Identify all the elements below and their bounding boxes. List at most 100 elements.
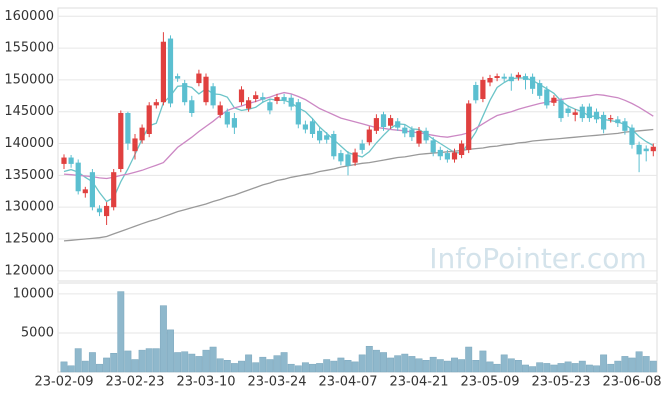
- candle-body: [572, 112, 578, 115]
- candle-body: [373, 118, 379, 131]
- volume-bar: [387, 357, 395, 373]
- candle-body: [508, 76, 514, 82]
- volume-bar: [159, 305, 167, 373]
- volume-bar: [110, 353, 118, 373]
- volume-bar: [223, 360, 231, 373]
- volume-bar: [259, 356, 267, 373]
- candle-body: [601, 114, 607, 130]
- candle-body: [487, 78, 493, 83]
- y-tick-label: 120000: [4, 263, 54, 278]
- volume-bar: [628, 357, 636, 373]
- volume-bar: [465, 346, 473, 373]
- volume-bar: [174, 352, 182, 373]
- volume-bar: [458, 359, 466, 373]
- volume-bar: [138, 349, 146, 373]
- volume-bar: [309, 363, 316, 373]
- candle-body: [501, 76, 507, 79]
- volume-bar: [124, 350, 132, 373]
- volume-bar: [614, 360, 622, 373]
- volume-bar: [621, 356, 629, 373]
- candle-body: [494, 76, 500, 78]
- candle-body: [260, 97, 266, 100]
- x-tick-label: 23-05-23: [531, 375, 590, 390]
- price-panel: [57, 7, 658, 282]
- candle-body: [402, 127, 408, 134]
- candle-body: [530, 76, 536, 89]
- candle-body: [82, 189, 88, 194]
- candle-body: [388, 118, 394, 126]
- volume-bar: [443, 360, 451, 373]
- volume-bar: [507, 358, 515, 373]
- volume-bar: [60, 361, 68, 373]
- candle-body: [643, 148, 649, 152]
- candle-body: [416, 130, 422, 144]
- volume-bar: [607, 363, 615, 373]
- volume-bar: [316, 363, 324, 373]
- candle-body: [160, 41, 166, 103]
- volume-bar: [536, 362, 544, 373]
- candle-body: [96, 208, 103, 213]
- candle-body: [111, 172, 117, 208]
- y-tick-label: 160000: [4, 9, 54, 24]
- volume-bar: [131, 359, 139, 373]
- candle-body: [473, 85, 479, 101]
- x-tick-label: 23-02-23: [105, 375, 164, 390]
- candle-body: [430, 140, 436, 153]
- volume-bar: [103, 357, 111, 373]
- volume-bar: [578, 360, 586, 373]
- y-tick-label: 140000: [4, 136, 54, 151]
- candle-body: [253, 95, 259, 99]
- volume-bar: [181, 351, 189, 373]
- volume-bar: [585, 364, 593, 373]
- volume-bar: [266, 359, 274, 373]
- volume-bar: [238, 360, 245, 373]
- volume-bar: [145, 348, 153, 373]
- volume-bar: [422, 360, 430, 373]
- candle-body: [423, 130, 429, 141]
- candle-body: [622, 121, 628, 131]
- volume-bar: [294, 365, 302, 373]
- candle-body: [444, 153, 450, 160]
- candle-body: [579, 106, 585, 119]
- volume-bar: [593, 365, 600, 373]
- volume-bar: [557, 363, 565, 373]
- volume-bar: [401, 353, 409, 373]
- x-tick-label: 23-04-21: [389, 375, 448, 390]
- volume-bar: [522, 364, 529, 373]
- y-tick-label: 125000: [4, 232, 54, 247]
- candle-body: [153, 102, 159, 106]
- candle-body: [317, 130, 323, 141]
- volume-bar: [195, 356, 203, 373]
- volume-bar: [564, 361, 572, 373]
- volume-bar: [493, 363, 501, 373]
- volume-bar: [358, 354, 366, 373]
- volume-bar: [209, 346, 217, 373]
- candle-body: [395, 121, 401, 128]
- candle-body: [295, 102, 301, 125]
- candle-body: [118, 113, 124, 169]
- y-tick-label: 10000: [13, 286, 54, 301]
- y-tick-label: 135000: [4, 168, 54, 183]
- candle-body: [352, 152, 358, 163]
- candle-body: [210, 86, 216, 106]
- volume-bar: [273, 355, 281, 373]
- candle-body: [366, 129, 372, 143]
- volume-bar: [514, 360, 522, 373]
- x-tick-label: 23-03-24: [247, 375, 306, 390]
- candle-body: [146, 105, 152, 134]
- moving-average-line: [63, 128, 654, 242]
- watermark: InfoPointer.com: [429, 242, 646, 275]
- volume-bar: [330, 360, 338, 373]
- volume-bar: [600, 354, 608, 373]
- volume-bar: [96, 363, 103, 373]
- y-tick-label: 5000: [21, 325, 54, 340]
- candle-body: [309, 121, 316, 134]
- candle-body: [515, 74, 521, 78]
- volume-bar: [216, 358, 224, 373]
- candle-body: [551, 97, 557, 103]
- volume-bar: [649, 360, 657, 373]
- x-tick-label: 23-05-09: [460, 375, 519, 390]
- volume-bar: [351, 361, 359, 373]
- volume-bar: [301, 362, 309, 373]
